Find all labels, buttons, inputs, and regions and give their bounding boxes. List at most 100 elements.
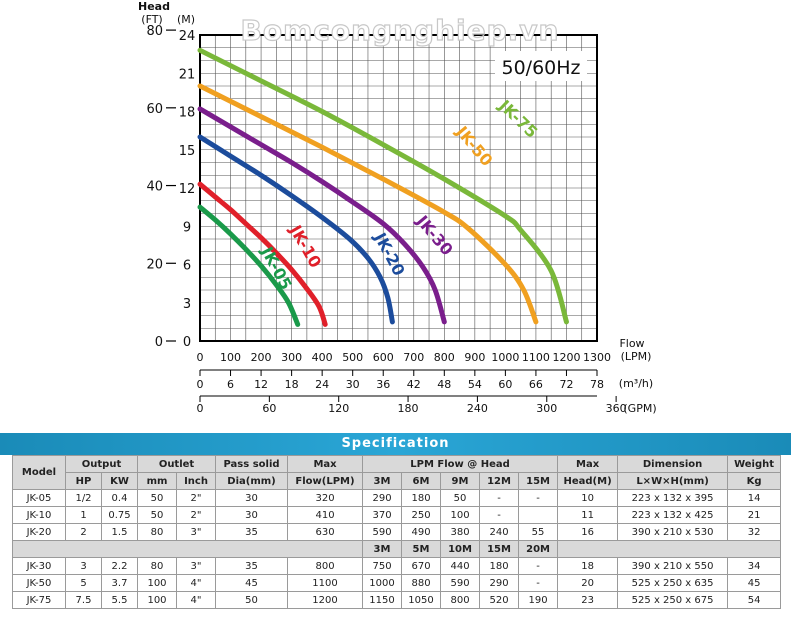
col2-head-5: 20M (518, 540, 559, 558)
x-tick-m3h: 12 (254, 378, 268, 391)
table-cell: - (479, 489, 520, 507)
y-tick-m: 0 (183, 335, 191, 350)
table-cell: 23 (557, 591, 619, 609)
table-cell: 11 (557, 506, 619, 524)
model-cell: JK-05 (12, 489, 66, 507)
table-cell: - (518, 557, 559, 575)
table-cell: 390 x 210 x 550 (617, 557, 729, 575)
x-tick-gpm: 240 (467, 402, 488, 415)
table-cell: 2.2 (101, 557, 138, 575)
x-tick-m3h: 6 (227, 378, 234, 391)
x-tick-m3h: 42 (407, 378, 421, 391)
x-tick-lpm: 500 (342, 351, 363, 364)
x-tick-lpm: 1300 (583, 351, 611, 364)
y-tick-m: 21 (179, 67, 196, 82)
table-cell: 30 (215, 489, 289, 507)
table-cell: 55 (518, 523, 559, 541)
col-outlet: Outlet (136, 455, 217, 473)
col-kw: KW (101, 472, 138, 490)
table-cell: 3" (175, 523, 217, 541)
table-cell: 50 (215, 591, 289, 609)
col-lpm-flow: LPM Flow @ Head (362, 455, 559, 473)
col-head-1: 3M (362, 472, 403, 490)
chart-title: 50/60Hz (501, 57, 580, 79)
table-cell: 180 (479, 557, 520, 575)
col-hp: HP (65, 472, 102, 490)
table-cell: 290 (362, 489, 403, 507)
table-cell: 525 x 250 x 635 (617, 574, 729, 592)
x-tick-lpm: 1100 (522, 351, 550, 364)
series-curve-jk-30 (197, 106, 447, 325)
col-head-2: 6M (401, 472, 442, 490)
table-cell: 4" (175, 591, 217, 609)
table-subheader-row: HP KW mm Inch Dia(mm) Flow(LPM) 3M 6M 9M… (12, 472, 782, 490)
y-tick-m: 24 (179, 29, 196, 44)
col-dims: L×W×H(mm) (617, 472, 729, 490)
x-tick-gpm: 300 (536, 402, 557, 415)
x-tick-lpm: 600 (373, 351, 394, 364)
table-cell: 800 (440, 591, 481, 609)
table-cell: 10 (557, 489, 619, 507)
table-cell: 1050 (401, 591, 442, 609)
table-cell: 21 (727, 506, 782, 524)
table-cell: 1.5 (101, 523, 138, 541)
series-curve-jk-20 (197, 134, 395, 325)
table-cell: 2" (175, 506, 217, 524)
table-body-group-b: JK-30 3 2.2 80 3" 35 800 750 670 440 180-18 390 x 2… (12, 557, 782, 609)
table-cell: 320 (287, 489, 364, 507)
specification-table: Model Output Outlet Pass solid Max LPM F… (11, 455, 782, 609)
col-max-head: Max (557, 455, 619, 473)
x-tick-lpm: 1200 (552, 351, 580, 364)
table-cell: 5.5 (101, 591, 138, 609)
table-cell: 14 (727, 489, 782, 507)
x-tick-m3h: 18 (285, 378, 299, 391)
table-row: JK-75 7.5 5.5 100 4" 50 1200 1150 1050 800 520 190 2… (12, 591, 782, 609)
y-axis-unit-m: (M) (177, 13, 195, 26)
x-tick-lpm: 0 (197, 351, 204, 364)
x-tick-m3h: 66 (529, 378, 543, 391)
table-cell: 630 (287, 523, 364, 541)
model-cell: JK-50 (12, 574, 66, 592)
table-cell: 50 (137, 489, 177, 507)
watermark-text: Bomcongnghiep.vn (241, 14, 560, 47)
table-cell: 380 (440, 523, 481, 541)
y-tick-m: 9 (183, 220, 191, 235)
x-axis-label: Flow (619, 337, 644, 350)
col-mm: mm (137, 472, 177, 490)
table-cell: 750 (362, 557, 403, 575)
x-tick-m3h: 48 (437, 378, 451, 391)
y-tick-m: 6 (183, 259, 191, 274)
y-axis-label: Head (138, 0, 170, 13)
y-tick-ft: 60 (146, 102, 163, 117)
table-cell: 1/2 (65, 489, 102, 507)
y-tick-m: 3 (183, 297, 191, 312)
x-tick-lpm: 900 (464, 351, 485, 364)
x-tick-gpm: 120 (328, 402, 349, 415)
col-kg: Kg (727, 472, 782, 490)
x-tick-m3h: 72 (559, 378, 573, 391)
table-cell: 290 (479, 574, 520, 592)
col-inch: Inch (175, 472, 217, 490)
x-axis-unit-lpm: (LPM) (621, 350, 652, 363)
table-cell: 590 (362, 523, 403, 541)
model-cell: JK-75 (12, 591, 66, 609)
col-model: Model (12, 455, 66, 490)
table-cell: 490 (401, 523, 442, 541)
table-cell (518, 506, 559, 524)
table-cell: 0.4 (101, 489, 138, 507)
table-cell: - (479, 506, 520, 524)
table-cell: 1000 (362, 574, 403, 592)
table-cell: 7.5 (65, 591, 102, 609)
col-pass-solid: Pass solid (215, 455, 289, 473)
x-tick-m3h: 0 (197, 378, 204, 391)
x-tick-m3h: 24 (315, 378, 329, 391)
table-row: JK-50 5 3.7 100 4" 45 1100 1000 880 590 290-20 525 … (12, 574, 782, 592)
x-tick-gpm: 180 (398, 402, 419, 415)
series-curve-jk-50 (197, 83, 539, 325)
table-cell: 1150 (362, 591, 403, 609)
table-cell: - (518, 489, 559, 507)
table-cell: 1100 (287, 574, 364, 592)
table-cell: 190 (518, 591, 559, 609)
x-tick-lpm: 300 (281, 351, 302, 364)
col2-head-4: 15M (479, 540, 520, 558)
